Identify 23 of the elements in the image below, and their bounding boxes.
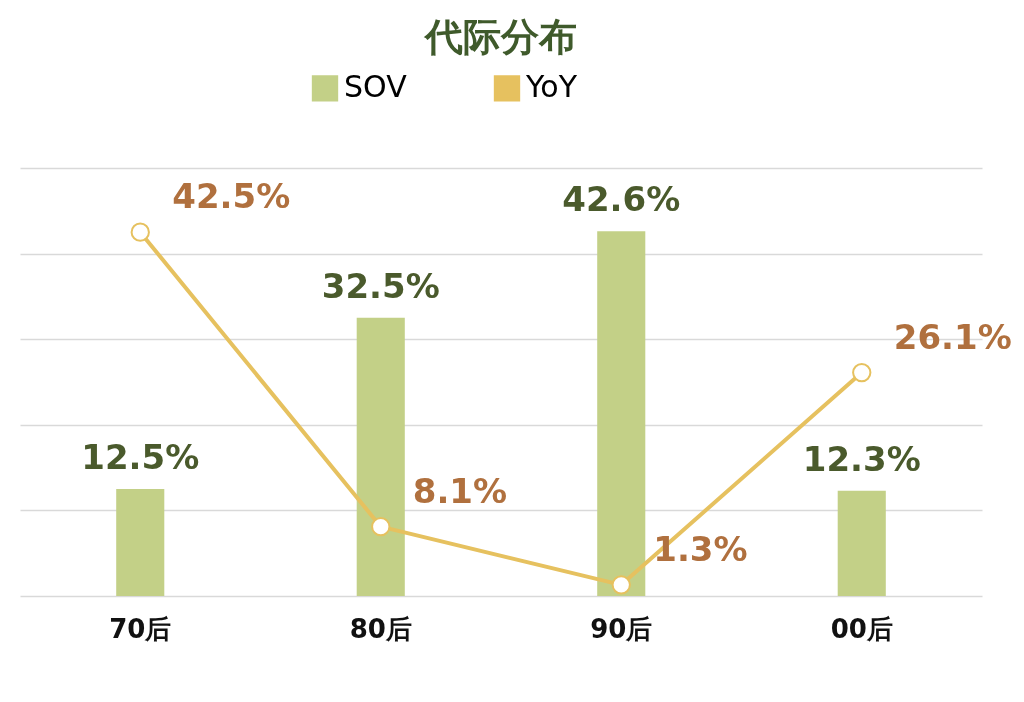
data-label: 8.1%: [412, 470, 508, 511]
legend-label: SOV: [344, 69, 408, 105]
chart-title: 代际分布: [423, 15, 577, 59]
bar: [356, 317, 405, 596]
x-tick-label: 70后: [109, 613, 172, 644]
data-label: 42.6%: [562, 179, 681, 220]
point: [130, 222, 150, 242]
data-label: 42.5%: [172, 176, 291, 217]
data-label: 12.5%: [81, 437, 200, 477]
data-label: 26.1%: [893, 316, 1012, 357]
data-label: 1.3%: [653, 528, 748, 569]
x-tick-label: 80后: [349, 613, 412, 644]
x-tick-label: 00后: [830, 613, 893, 644]
data-label: 12.3%: [802, 438, 921, 479]
bar: [116, 489, 165, 596]
point: [852, 362, 872, 383]
legend-label: YoY: [525, 69, 578, 105]
point: [611, 575, 631, 595]
x-tick-label: 90后: [590, 613, 653, 644]
data-label: 32.5%: [321, 265, 440, 306]
bar: [597, 231, 646, 596]
bar: [837, 490, 886, 596]
point: [371, 517, 391, 537]
